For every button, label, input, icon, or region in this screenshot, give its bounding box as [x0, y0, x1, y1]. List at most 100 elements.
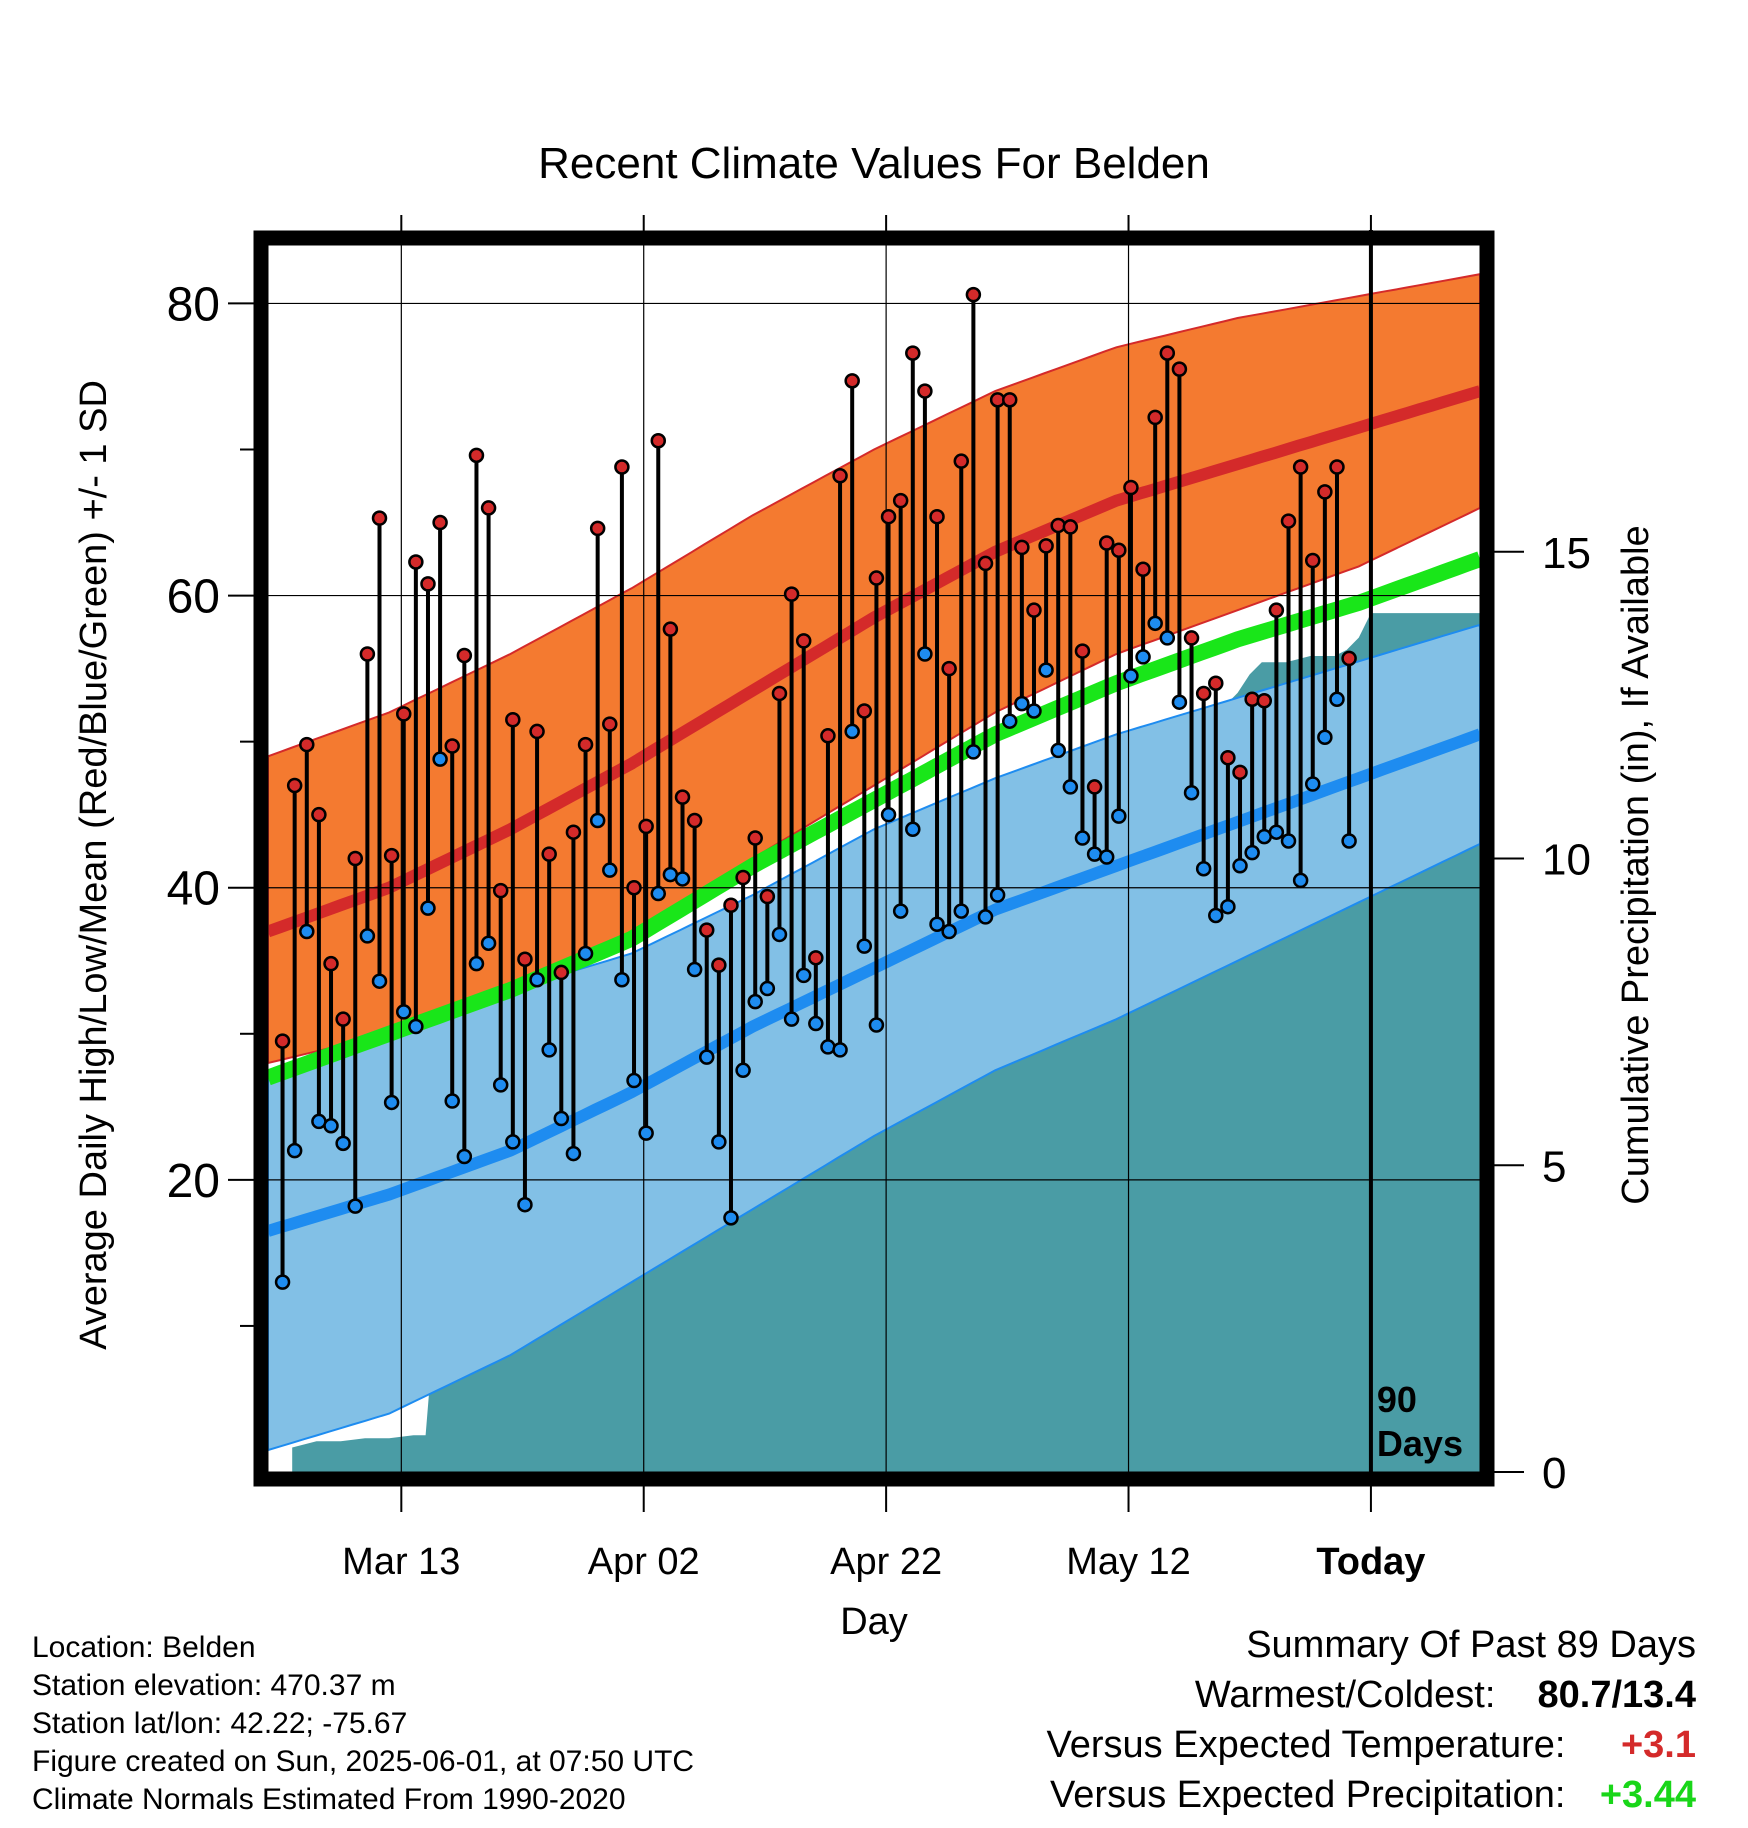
- daily-low-point: [783, 1011, 800, 1027]
- info-elevation: Station elevation: 470.37 m: [32, 1669, 396, 1702]
- daily-low-point: [589, 812, 606, 829]
- daily-high-point: [795, 633, 812, 649]
- y-tick-label: 20: [167, 1155, 220, 1208]
- daily-high-point: [1341, 650, 1357, 667]
- daily-high-point: [614, 459, 630, 475]
- daily-high-point: [1086, 779, 1103, 795]
- daily-high-point: [286, 777, 303, 794]
- daily-high-point: [917, 383, 933, 399]
- today-label-count: 90: [1377, 1379, 1417, 1420]
- daily-high-point: [1183, 630, 1200, 646]
- daily-low-point: [808, 1015, 824, 1032]
- daily-low-point: [929, 916, 945, 932]
- daily-low-point: [286, 1142, 303, 1159]
- daily-high-point: [662, 621, 679, 637]
- daily-high-point: [274, 1033, 291, 1049]
- daily-high-point: [335, 1011, 351, 1027]
- daily-high-point: [359, 646, 376, 662]
- daily-low-point: [698, 1049, 715, 1065]
- daily-low-point: [844, 723, 860, 740]
- y2-tick-label: 0: [1542, 1449, 1566, 1498]
- daily-high-point: [1014, 539, 1030, 556]
- daily-high-point: [1098, 535, 1115, 551]
- daily-high-point: [868, 570, 885, 586]
- daily-high-point: [759, 888, 776, 905]
- daily-high-point: [892, 492, 909, 509]
- warmest-label: Warmest/Coldest:: [1194, 1674, 1496, 1716]
- daily-low-point: [711, 1134, 727, 1150]
- daily-high-point: [299, 736, 315, 753]
- daily-high-point: [1135, 561, 1151, 578]
- daily-low-point: [1195, 860, 1212, 877]
- daily-high-point: [771, 685, 788, 702]
- temp-value: +3.1: [1620, 1724, 1696, 1766]
- x-tick-label: Apr 02: [588, 1541, 700, 1583]
- y-axis-label: Average Daily High/Low/Mean (Red/Blue/Gr…: [73, 380, 115, 1350]
- daily-low-point: [408, 1018, 424, 1035]
- normal-high-line: [268, 385, 1480, 938]
- daily-high-point: [1220, 749, 1236, 766]
- daily-low-point: [880, 806, 897, 823]
- daily-high-point: [735, 869, 751, 886]
- x-tick-label: May 12: [1066, 1541, 1191, 1583]
- y-tick-label: 40: [167, 863, 220, 916]
- daily-high-point: [1208, 675, 1224, 691]
- daily-high-point: [650, 432, 667, 449]
- daily-high-point: [1171, 361, 1188, 377]
- daily-low-point: [638, 1125, 654, 1141]
- daily-low-point: [1304, 776, 1321, 792]
- daily-low-point: [1098, 849, 1115, 865]
- daily-low-point: [359, 928, 376, 944]
- daily-low-point: [1280, 833, 1297, 849]
- summary-warmest: Warmest/Coldest: 80.7/13.4: [1047, 1670, 1696, 1720]
- daily-low-point: [989, 887, 1006, 903]
- y2-axis-label: Cumulative Precipitation (in), If Availa…: [1615, 525, 1657, 1204]
- y2-tick-label: 5: [1542, 1142, 1566, 1191]
- daily-low-point: [444, 1093, 460, 1109]
- daily-low-point: [565, 1145, 582, 1162]
- daily-high-point: [1232, 764, 1248, 781]
- daily-low-point: [1341, 833, 1357, 849]
- daily-high-point: [711, 957, 727, 973]
- daily-high-point: [674, 789, 691, 805]
- daily-low-point: [1111, 808, 1127, 824]
- x-axis-label: Day: [840, 1601, 908, 1643]
- daily-high-point: [323, 955, 339, 972]
- daily-low-point: [1208, 907, 1224, 924]
- daily-low-point: [1038, 662, 1054, 678]
- daily-low-point: [1220, 898, 1236, 915]
- daily-high-point: [1111, 542, 1127, 559]
- station-info: Location: Belden Station elevation: 470.…: [32, 1629, 694, 1819]
- daily-high-point: [577, 736, 594, 753]
- plot-frame: [253, 230, 1495, 1487]
- daily-low-point: [602, 862, 618, 878]
- daily-low-point: [323, 1118, 339, 1134]
- daily-low-point: [335, 1135, 351, 1152]
- daily-low-point: [953, 903, 970, 919]
- daily-high-point: [965, 286, 982, 303]
- daily-low-point: [941, 923, 957, 940]
- daily-low-point: [299, 923, 315, 940]
- daily-low-point: [1268, 824, 1285, 840]
- daily-low-point: [1050, 742, 1066, 759]
- daily-high-point: [420, 576, 436, 592]
- daily-high-point: [820, 728, 836, 744]
- daily-low-point: [892, 903, 909, 919]
- daily-low-point: [905, 821, 921, 838]
- daily-high-point: [505, 711, 521, 728]
- daily-high-point: [1038, 538, 1054, 554]
- daily-high-point: [517, 951, 533, 968]
- daily-low-point: [395, 1004, 412, 1020]
- daily-high-point: [977, 555, 994, 572]
- daily-low-point: [371, 973, 388, 989]
- info-location: Location: Belden: [32, 1631, 256, 1664]
- daily-low-point: [626, 1072, 642, 1089]
- daily-low-point: [614, 971, 630, 988]
- x-tick-label: Today: [1316, 1541, 1425, 1583]
- daily-high-point: [1256, 692, 1273, 709]
- daily-low-point: [1062, 779, 1079, 795]
- daily-high-point: [1147, 409, 1163, 426]
- daily-high-point: [432, 514, 448, 531]
- daily-high-point: [1317, 484, 1333, 500]
